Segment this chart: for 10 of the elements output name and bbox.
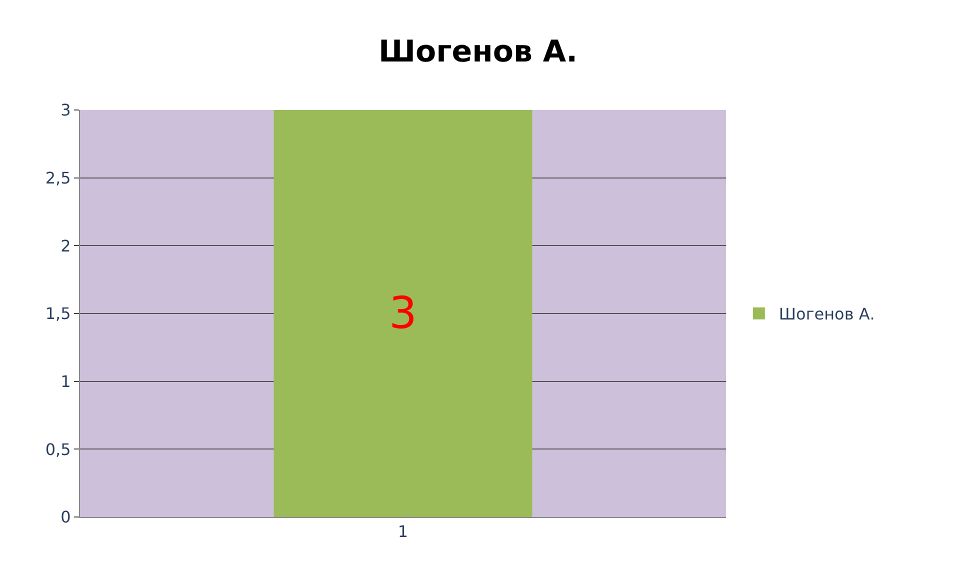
y-tick-label: 1,5: [45, 304, 71, 324]
legend-label: Шогенов А.: [778, 304, 875, 324]
y-tick-label: 3: [60, 100, 71, 120]
y-tick-label: 2: [60, 236, 71, 256]
chart-title: Шогенов А.: [378, 34, 578, 70]
y-tick-label: 1: [60, 372, 71, 391]
y-tick-label: 0,5: [45, 440, 71, 459]
y-tick-label: 2,5: [45, 168, 71, 188]
data-label: 3: [389, 288, 417, 339]
y-tick-label: 0: [60, 508, 71, 527]
